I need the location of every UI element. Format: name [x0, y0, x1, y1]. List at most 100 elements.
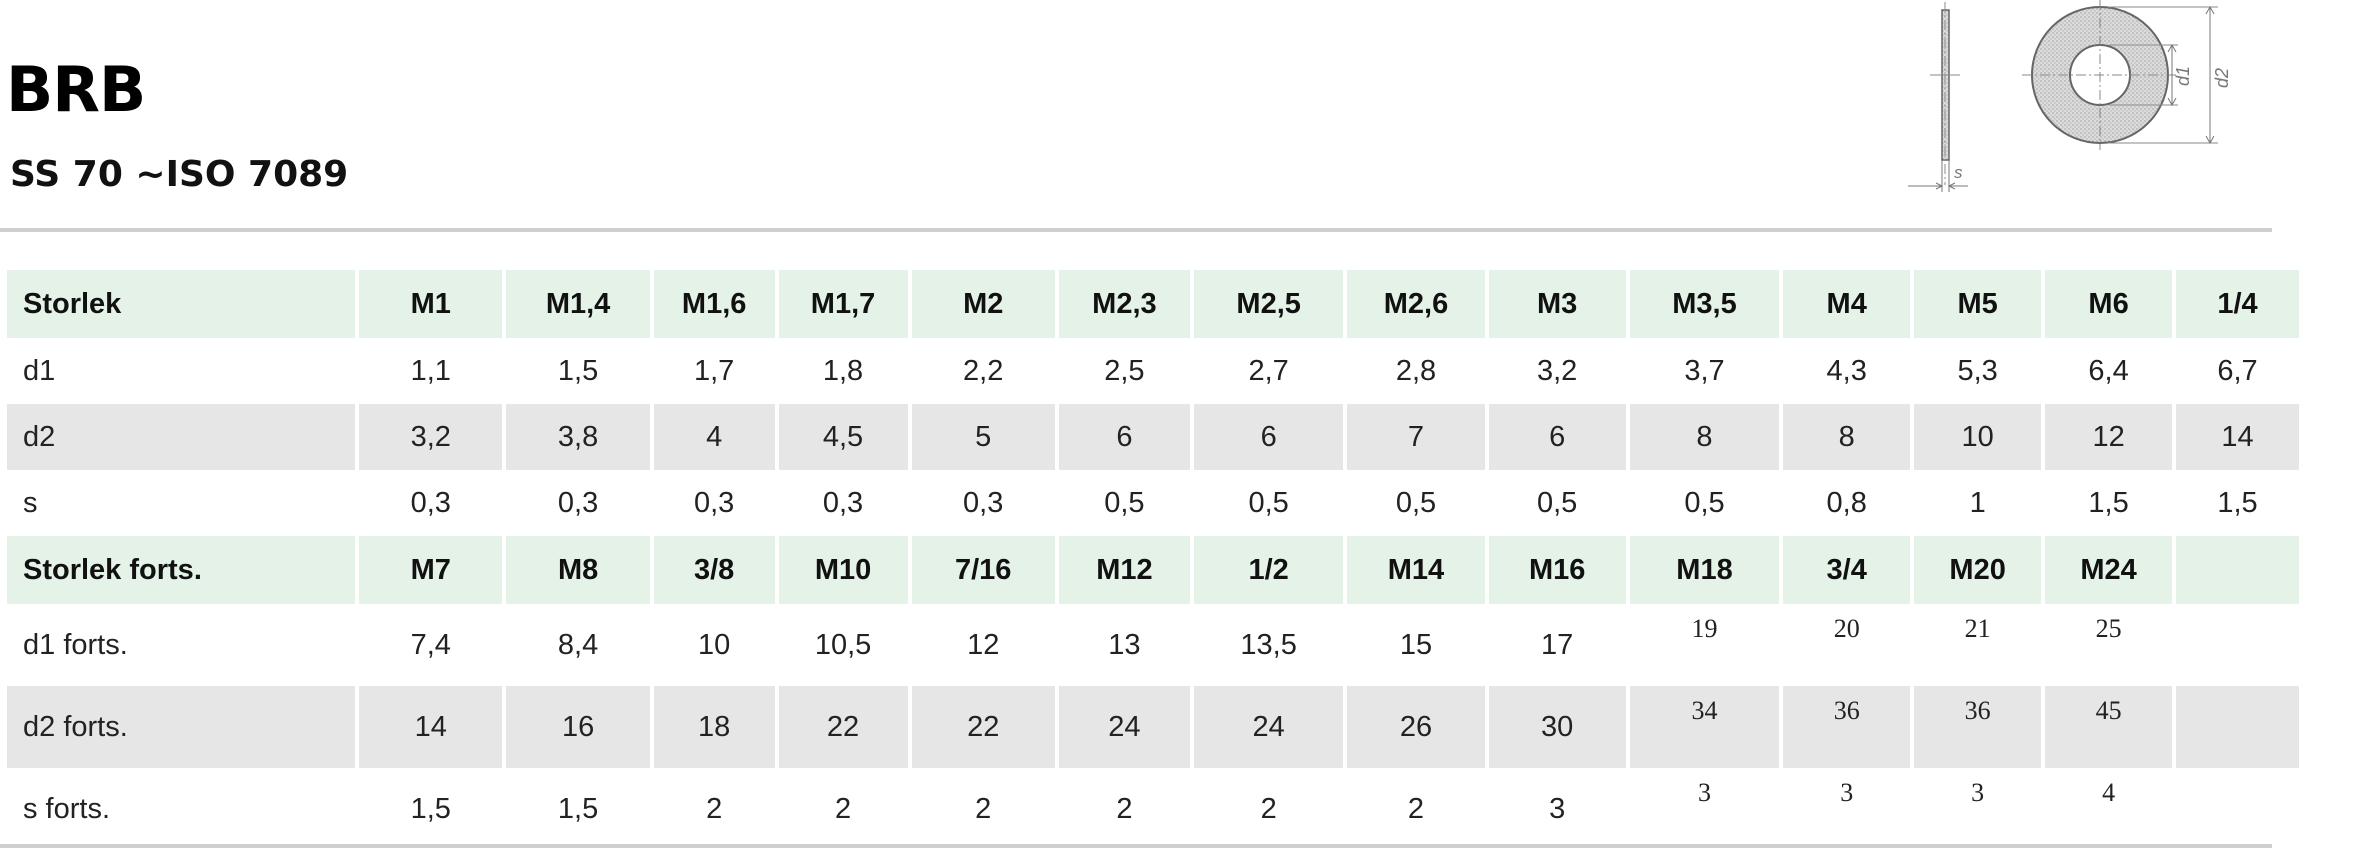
- table-cell: 25: [2095, 614, 2122, 643]
- table-cell: M18: [1629, 536, 1780, 604]
- row-label: Storlek: [7, 270, 356, 338]
- table-cell: 2: [1116, 792, 1133, 825]
- table-cell: 4,3: [1826, 354, 1867, 387]
- table-cell: 45: [2045, 686, 2173, 768]
- table-cell: M12: [1058, 536, 1190, 604]
- table-cell: 2: [1260, 792, 1277, 825]
- table-cell: 30: [1488, 686, 1626, 768]
- table-cell: M24: [2045, 536, 2173, 604]
- table-cell: M1: [359, 270, 503, 338]
- row-label: d1 forts.: [23, 628, 128, 661]
- table-header-row: Storlek M1 M1,4 M1,6 M1,7 M2 M2,3 M2,5 M2,6 M3 M3,…: [7, 270, 2299, 338]
- table-cell: 3,2: [359, 404, 503, 470]
- table-cell: M20: [1914, 536, 2042, 604]
- table-cell: 7: [1347, 404, 1485, 470]
- table-cell: 10,5: [814, 628, 872, 661]
- table-cell: 12: [2045, 404, 2173, 470]
- table-cell: 1,8: [822, 354, 864, 387]
- table-cell: 14: [359, 686, 503, 768]
- row-label: d2 forts.: [7, 686, 356, 768]
- washer-drawing: s d1 d2: [1908, 0, 2232, 192]
- table-cell: M3: [1488, 270, 1626, 338]
- table-cell: 1,5: [410, 792, 451, 825]
- table-cell: M16: [1488, 536, 1626, 604]
- table-cell: M6: [2045, 270, 2173, 338]
- table-row: d2 forts. 14 16 18 22 22 24 24 26 30 34 36 36 45: [7, 686, 2299, 768]
- table-cell: 16: [506, 686, 650, 768]
- table-cell: 6: [1058, 404, 1190, 470]
- table-cell: 3,7: [1684, 354, 1725, 387]
- table-cell: M1,7: [778, 270, 908, 338]
- table-cell: 6,7: [2217, 354, 2258, 387]
- table-cell: 3,2: [1537, 354, 1578, 387]
- row-label: s forts.: [23, 792, 111, 825]
- table-cell: 24: [1058, 686, 1190, 768]
- table-row: d1 forts. 7,4 8,4 10 10,5 12 13 13,5 15 17 19 20 21 2…: [7, 604, 2299, 686]
- table-cell: 2,2: [963, 354, 1004, 387]
- table-cell: 5,3: [1957, 354, 1998, 387]
- table-cell: M2: [911, 270, 1055, 338]
- table-cell: 1,5: [557, 354, 599, 387]
- table-cell: 8: [1629, 404, 1780, 470]
- table-cell: 4,5: [778, 404, 908, 470]
- table-row: d2 3,2 3,8 4 4,5 5 6 6 7 6 8 8 10 12 14: [7, 404, 2299, 470]
- table-cell: 26: [1347, 686, 1485, 768]
- table-cell: 34: [1629, 686, 1780, 768]
- table-cell: 2,8: [1395, 354, 1437, 387]
- table-cell: 22: [911, 686, 1055, 768]
- table-cell: 10: [698, 628, 731, 661]
- table-cell: 1/2: [1193, 536, 1344, 604]
- table-row: d1 1,1 1,5 1,7 1,8 2,2 2,5 2,7 2,8 3,2 3,7 4,3 5,3 6,…: [7, 338, 2299, 404]
- table-cell: 1,1: [410, 354, 451, 387]
- table-cell: 2: [706, 792, 723, 825]
- table-cell: 13: [1108, 628, 1141, 661]
- table-cell: M2,6: [1347, 270, 1485, 338]
- table-cell: M14: [1347, 536, 1485, 604]
- table-row: s 0,3 0,3 0,3 0,3 0,3 0,5 0,5 0,5 0,5 0,5 0,8 1 1,5 1,…: [7, 470, 2299, 536]
- table-cell: 20: [1833, 614, 1860, 643]
- table-cell: 17: [1541, 628, 1574, 661]
- table-cell: 1,5: [2217, 486, 2258, 519]
- table-cell: 3: [1840, 778, 1854, 807]
- table-cell: 0,5: [1395, 486, 1437, 519]
- table-cell: 3/8: [653, 536, 775, 604]
- table-cell: 15: [1399, 628, 1433, 661]
- table-cell: 0,3: [410, 486, 451, 519]
- table-cell: 2,5: [1104, 354, 1145, 387]
- table-cell: M1,6: [653, 270, 775, 338]
- table-cell: 14: [2176, 404, 2299, 470]
- row-label: d1: [23, 354, 56, 387]
- table-cell: M2,5: [1193, 270, 1344, 338]
- table-cell: 21: [1964, 614, 1991, 643]
- table-cell: [2176, 686, 2299, 768]
- table-cell: 1,7: [693, 354, 735, 387]
- table-cell: 0,5: [1684, 486, 1725, 519]
- standard-subtitle: SS 70 ~ISO 7089: [10, 154, 349, 195]
- table-cell: 0,8: [1826, 486, 1867, 519]
- table-cell: 8: [1783, 404, 1911, 470]
- table-cell: 36: [1914, 686, 2042, 768]
- table-cell: 0,5: [1104, 486, 1145, 519]
- table-cell: 5: [911, 404, 1055, 470]
- table-cell: 2,7: [1248, 354, 1289, 387]
- table-cell: 6,4: [2088, 354, 2129, 387]
- bottom-divider: [0, 844, 2272, 848]
- table-cell: 10: [1914, 404, 2042, 470]
- d2-label: d2: [2212, 68, 2232, 88]
- table-cell: 1: [1969, 486, 1986, 519]
- table-cell: 0,3: [693, 486, 735, 519]
- table-cell: 2: [834, 792, 852, 825]
- table-cell: [2176, 604, 2299, 686]
- table-cell: 0,3: [822, 486, 864, 519]
- table-cell: M8: [506, 536, 650, 604]
- table-cell: 3: [1549, 792, 1566, 825]
- table-cell: 3: [1971, 778, 1985, 807]
- table-cell: 1,5: [2088, 486, 2129, 519]
- table-cell: 4: [2102, 778, 2116, 807]
- washer-front-view: [2022, 0, 2218, 150]
- table-cell: M10: [778, 536, 908, 604]
- row-label: s: [23, 486, 38, 519]
- table-cell: M5: [1914, 270, 2042, 338]
- table-cell: M4: [1783, 270, 1911, 338]
- table-cell: 18: [653, 686, 775, 768]
